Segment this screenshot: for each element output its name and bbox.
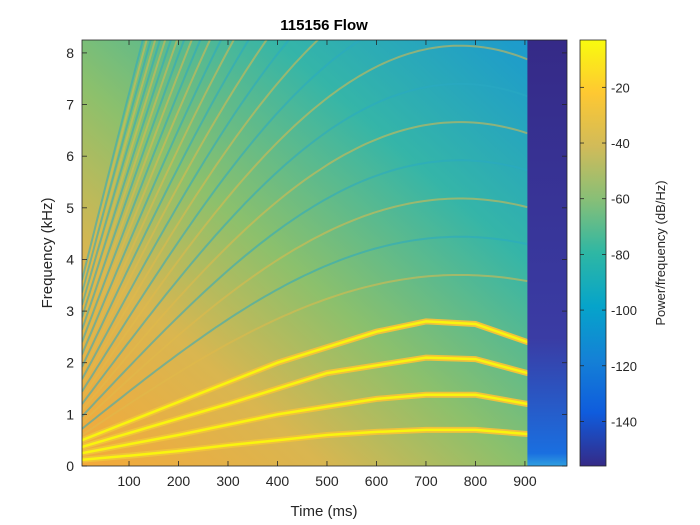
fine-harmonic-24 <box>82 40 172 318</box>
y-tick-label: 8 <box>66 45 74 61</box>
colorbar-tick-label: -40 <box>611 136 630 151</box>
x-tick-label: 500 <box>315 473 339 489</box>
colorbar-tick-label: -100 <box>611 303 637 318</box>
harmonic-1 <box>82 428 529 462</box>
colorbar-scale <box>579 39 607 467</box>
fine-harmonic-10 <box>82 82 528 405</box>
fine-harmonic-7 <box>82 197 528 424</box>
fine-harmonic-9 <box>82 121 528 411</box>
fine-harmonic-17 <box>82 40 235 362</box>
colorbar-tick-label: -120 <box>611 359 637 374</box>
fine-harmonic-15 <box>82 40 268 374</box>
silence-region <box>527 40 567 466</box>
colorbar-label: Power/frequency (dB/Hz) <box>653 180 668 325</box>
fine-harmonic-25 <box>82 40 167 312</box>
y-tick-label: 7 <box>66 97 74 113</box>
y-tick-label: 4 <box>66 251 74 267</box>
fine-harmonic-19 <box>82 40 212 349</box>
fine-harmonic-23 <box>82 40 179 324</box>
x-tick-label: 300 <box>216 473 240 489</box>
fine-harmonic-26 <box>82 40 162 306</box>
colorbar-ticks: -20 -40 -60 -80 -100 -120 -140 <box>580 80 637 429</box>
fine-harmonic-18 <box>82 40 223 355</box>
fine-harmonic-13 <box>82 40 320 386</box>
colorbar: -20 -40 -60 -80 -100 -120 -140 Power/frequency… <box>579 39 668 467</box>
y-axis: 0 1 2 3 4 5 6 7 8 <box>66 45 567 474</box>
fine-harmonic-20 <box>82 40 202 343</box>
chart-title: 115156 Flow <box>280 17 368 34</box>
y-tick-label: 5 <box>66 200 74 216</box>
x-tick-label: 800 <box>464 473 488 489</box>
colorbar-tick-label: -140 <box>611 414 637 429</box>
x-tick-label: 600 <box>365 473 389 489</box>
plot-frame <box>81 39 568 467</box>
y-tick-label: 6 <box>66 148 74 164</box>
colorbar-tick-label: -60 <box>611 192 630 207</box>
fine-harmonic-11 <box>82 44 528 399</box>
y-tick-label: 2 <box>66 355 74 371</box>
x-tick-label: 900 <box>513 473 537 489</box>
fine-harmonic-6 <box>82 235 528 430</box>
x-tick-label: 200 <box>167 473 191 489</box>
fine-harmonic-16 <box>82 40 250 368</box>
fine-harmonic-8 <box>82 159 528 418</box>
colorbar-tick-label: -20 <box>611 80 630 95</box>
colorbar-tick-label: -80 <box>611 247 630 262</box>
x-axis-label: Time (ms) <box>291 503 358 520</box>
fine-harmonic-12 <box>82 40 363 393</box>
harmonic-4 <box>82 320 529 442</box>
x-tick-label: 700 <box>414 473 438 489</box>
fine-harmonic-22 <box>82 40 186 331</box>
y-axis-label: Frequency (kHz) <box>39 198 56 309</box>
plot-area <box>82 40 567 466</box>
harmonic-3 <box>82 356 529 449</box>
y-tick-label: 3 <box>66 303 74 319</box>
fine-harmonic-5 <box>82 274 528 436</box>
harmonic-fine-structure <box>82 40 528 436</box>
fine-harmonic-21 <box>82 40 193 337</box>
x-tick-label: 400 <box>266 473 290 489</box>
x-tick-label: 100 <box>117 473 141 489</box>
y-tick-label: 0 <box>66 458 74 474</box>
harmonic-curves <box>82 318 531 463</box>
y-tick-label: 1 <box>66 406 74 422</box>
harmonic-2 <box>82 393 529 455</box>
x-axis: 100 200 300 400 500 600 700 800 900 <box>117 40 537 489</box>
fine-harmonic-14 <box>82 40 291 380</box>
